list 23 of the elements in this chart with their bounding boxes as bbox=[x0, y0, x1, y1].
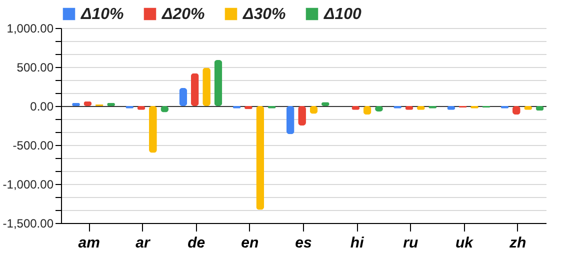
legend-label: Δ100 bbox=[323, 6, 362, 23]
y-tick-label: 1,000.00 bbox=[6, 22, 54, 36]
y-tick-label: -500.00 bbox=[12, 138, 54, 152]
x-tick-label: zh bbox=[508, 234, 526, 252]
bar bbox=[190, 73, 199, 106]
x-tick-label: en bbox=[241, 234, 259, 252]
x-tick-label: uk bbox=[456, 234, 474, 252]
legend-label: Δ10% bbox=[80, 6, 124, 23]
x-tick-label: es bbox=[295, 234, 312, 252]
y-tick-label: 500.00 bbox=[16, 60, 54, 74]
x-tick-label: de bbox=[188, 234, 206, 252]
x-tick-label: am bbox=[78, 234, 100, 252]
x-tick-label: ar bbox=[136, 234, 151, 252]
x-tick-label: ru bbox=[403, 234, 418, 252]
y-tick-label: -1,500.00 bbox=[2, 216, 54, 230]
x-tick-label: hi bbox=[350, 234, 365, 252]
y-tick-label: 0.00 bbox=[30, 100, 54, 114]
bar bbox=[256, 106, 264, 210]
legend-label: Δ20% bbox=[161, 6, 205, 23]
bar bbox=[214, 60, 222, 106]
bar bbox=[286, 106, 294, 134]
y-tick-label: -1,000.00 bbox=[2, 178, 54, 192]
legend-label: Δ30% bbox=[242, 6, 286, 23]
